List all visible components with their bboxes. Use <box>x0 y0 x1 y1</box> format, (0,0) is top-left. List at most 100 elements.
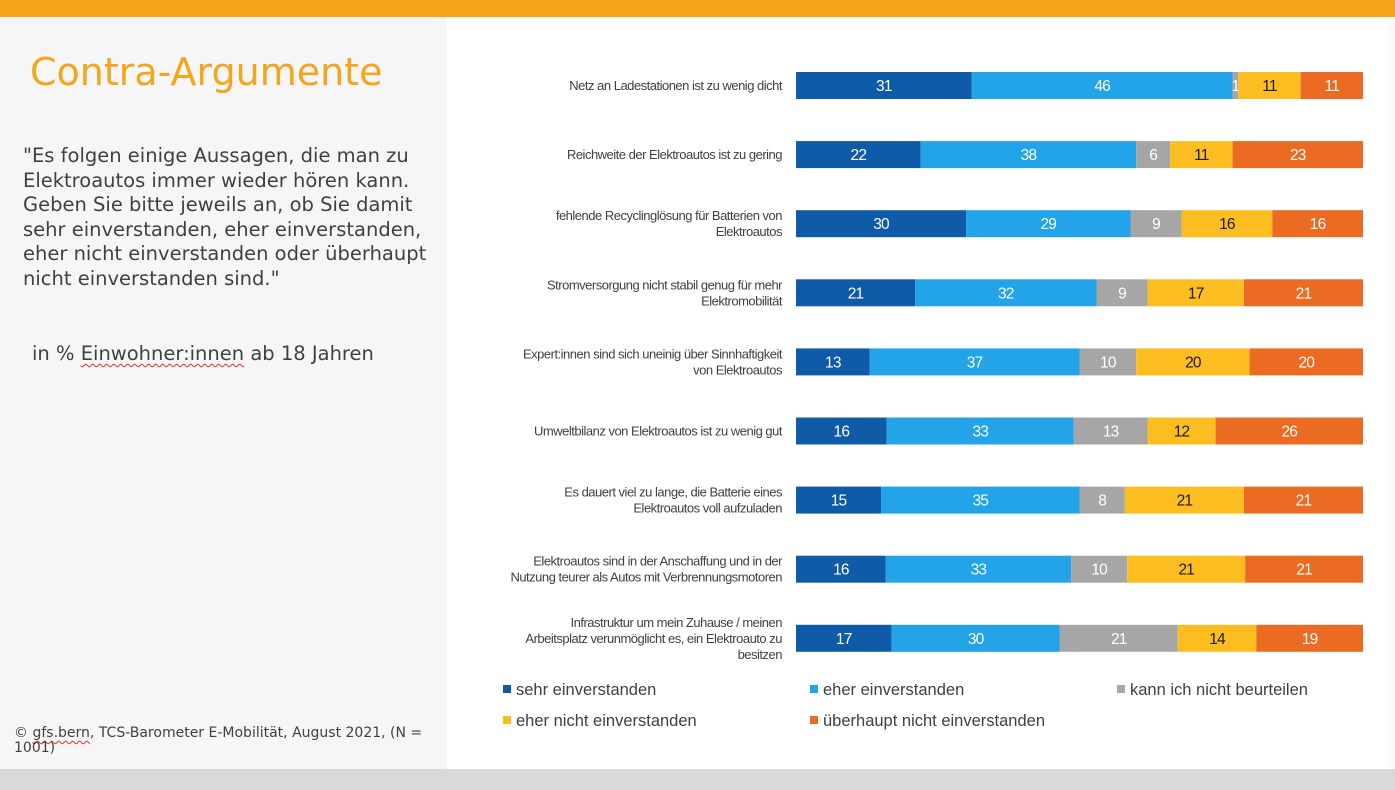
bottom-bar <box>0 769 1395 790</box>
value-label-1-kann-ich-nicht-beurteilen: 1 <box>1232 78 1240 95</box>
legend-label-kann-ich-nicht-beurteilen: kann ich nicht beurteilen <box>1130 681 1308 699</box>
bar-7-berhaupt-nicht-einverstanden <box>1243 486 1363 514</box>
category-label-7: Es dauert viel zu lange, die Batterie ei… <box>564 485 783 516</box>
bar-1-sehr-einverstanden <box>796 72 972 99</box>
legend-swatch-eher-nicht-einverstanden <box>503 716 511 724</box>
value-label-1-sehr-einverstanden: 31 <box>876 78 892 95</box>
category-label-9: Infrastruktur um mein Zuhause / meinen Ar… <box>525 615 782 662</box>
value-label-9-kann-ich-nicht-beurteilen: 21 <box>1111 631 1127 648</box>
category-label-line: besitzen <box>738 647 783 662</box>
basis-population: Einwohner:innen <box>80 342 245 365</box>
bar-2-eher-nicht-einverstanden <box>1170 141 1233 169</box>
bar-4-eher-einverstanden <box>915 279 1097 307</box>
bar-1-kann-ich-nicht-beurteilen <box>1232 72 1239 99</box>
left-text-panel <box>0 17 447 769</box>
value-label-8-eher-einverstanden: 33 <box>971 562 987 579</box>
bar-8-eher-nicht-einverstanden <box>1127 555 1246 583</box>
bar-3-eher-nicht-einverstanden <box>1181 210 1273 238</box>
bar-2-sehr-einverstanden <box>796 141 921 169</box>
legend-label-eher-nicht-einverstanden: eher nicht einverstanden <box>516 712 697 730</box>
category-label-line: Elektromobilität <box>701 293 783 308</box>
value-label-5-berhaupt-nicht-einverstanden: 20 <box>1298 354 1315 371</box>
category-label-line: fehlende Recyclinglösung für Batterien v… <box>556 208 782 223</box>
bar-1-eher-einverstanden <box>971 72 1233 99</box>
value-label-5-kann-ich-nicht-beurteilen: 10 <box>1100 354 1117 371</box>
value-label-2-eher-einverstanden: 38 <box>1021 147 1037 164</box>
bar-1-eher-nicht-einverstanden <box>1238 72 1301 99</box>
value-label-8-berhaupt-nicht-einverstanden: 21 <box>1296 562 1312 579</box>
value-label-6-berhaupt-nicht-einverstanden: 26 <box>1281 424 1297 441</box>
value-label-9-sehr-einverstanden: 17 <box>836 631 852 648</box>
legend-label-eher-einverstanden: eher einverstanden <box>823 681 964 699</box>
value-label-2-sehr-einverstanden: 22 <box>851 147 867 164</box>
bar-9-eher-nicht-einverstanden <box>1177 624 1257 652</box>
value-label-7-sehr-einverstanden: 15 <box>831 493 847 510</box>
bar-8-eher-einverstanden <box>885 555 1072 583</box>
category-label-line: Umweltbilanz von Elektroautos ist zu wen… <box>534 424 783 439</box>
bar-8-sehr-einverstanden <box>796 555 886 583</box>
bar-6-eher-einverstanden <box>886 417 1074 445</box>
bar-4-sehr-einverstanden <box>796 279 916 307</box>
value-label-4-berhaupt-nicht-einverstanden: 21 <box>1296 285 1312 302</box>
value-label-6-eher-nicht-einverstanden: 12 <box>1174 424 1190 441</box>
value-label-3-berhaupt-nicht-einverstanden: 16 <box>1310 216 1326 233</box>
bar-5-eher-nicht-einverstanden <box>1136 348 1250 376</box>
value-label-6-sehr-einverstanden: 16 <box>834 424 850 441</box>
category-label-line: Es dauert viel zu lange, die Batterie ei… <box>564 485 783 500</box>
bar-7-eher-einverstanden <box>881 486 1080 514</box>
bar-2-kann-ich-nicht-beurteilen <box>1136 141 1171 169</box>
bar-5-eher-einverstanden <box>869 348 1080 376</box>
value-label-3-sehr-einverstanden: 30 <box>873 216 890 233</box>
value-label-5-eher-nicht-einverstanden: 20 <box>1185 354 1202 371</box>
legend-label-berhaupt-nicht-einverstanden: überhaupt nicht einverstanden <box>823 712 1045 730</box>
value-label-4-kann-ich-nicht-beurteilen: 9 <box>1118 285 1126 302</box>
legend-swatch-eher-einverstanden <box>810 685 818 693</box>
bar-3-sehr-einverstanden <box>796 210 967 238</box>
bar-4-eher-nicht-einverstanden <box>1147 279 1244 307</box>
value-label-1-eher-nicht-einverstanden: 11 <box>1262 78 1277 95</box>
question-text: "Es folgen einige Aussagen, die man zu E… <box>23 144 427 290</box>
bar-2-eher-einverstanden <box>920 141 1137 169</box>
category-label-3: fehlende Recyclinglösung für Batterien v… <box>556 208 783 239</box>
value-label-3-eher-einverstanden: 29 <box>1040 216 1056 233</box>
category-label-line: Reichweite der Elektroautos ist zu gerin… <box>567 147 782 162</box>
bar-8-kann-ich-nicht-beurteilen <box>1071 555 1128 583</box>
value-label-4-eher-nicht-einverstanden: 17 <box>1188 285 1204 302</box>
value-label-7-eher-einverstanden: 35 <box>972 493 988 510</box>
bar-3-berhaupt-nicht-einverstanden <box>1272 210 1363 238</box>
category-label-4: Stromversorgung nicht stabil genug für m… <box>547 277 783 308</box>
chart-legend: sehr einverstanden eher einverstanden kann… <box>503 681 1308 730</box>
value-label-5-sehr-einverstanden: 13 <box>825 354 841 371</box>
basis-prefix: in % <box>32 342 81 365</box>
bar-9-eher-einverstanden <box>891 624 1060 652</box>
legend-swatch-berhaupt-nicht-einverstanden <box>810 716 818 724</box>
category-label-line: Elektroautos voll aufzuladen <box>633 501 782 516</box>
right-edge-strip <box>1385 17 1395 769</box>
bar-6-kann-ich-nicht-beurteilen <box>1073 417 1148 445</box>
value-label-4-eher-einverstanden: 32 <box>998 285 1014 302</box>
source-note: © gfs.bern, TCS-Barometer E-Mobilität, A… <box>14 726 434 756</box>
bar-5-kann-ich-nicht-beurteilen <box>1079 348 1137 376</box>
top-accent-bar <box>0 0 1395 17</box>
category-label-2: Reichweite der Elektroautos ist zu gerin… <box>567 147 782 162</box>
category-label-line: Infrastruktur um mein Zuhause / meinen <box>571 615 783 630</box>
category-label-line: Nutzung teurer als Autos mit Verbrennung… <box>510 570 782 585</box>
bar-3-kann-ich-nicht-beurteilen <box>1130 210 1182 238</box>
legend-label-sehr-einverstanden: sehr einverstanden <box>516 681 656 699</box>
category-labels: Netz an Ladestationen ist zu wenig dicht… <box>510 78 783 662</box>
legend-swatch-kann-ich-nicht-beurteilen <box>1117 685 1125 693</box>
value-label-3-kann-ich-nicht-beurteilen: 9 <box>1152 216 1160 233</box>
value-label-3-eher-nicht-einverstanden: 16 <box>1219 216 1235 233</box>
bar-8-berhaupt-nicht-einverstanden <box>1245 555 1363 583</box>
value-label-1-berhaupt-nicht-einverstanden: 11 <box>1325 78 1340 95</box>
source-rest: , TCS-Barometer E-Mobilität, August 2021… <box>14 725 423 756</box>
bar-6-eher-nicht-einverstanden <box>1147 417 1216 445</box>
value-label-9-eher-nicht-einverstanden: 14 <box>1209 631 1226 648</box>
basis-suffix: ab 18 Jahren <box>244 342 374 365</box>
value-label-8-sehr-einverstanden: 16 <box>833 562 849 579</box>
category-label-8: Elektroautos sind in der Anschaffung und… <box>510 554 783 585</box>
bar-7-sehr-einverstanden <box>796 486 882 514</box>
value-label-6-eher-einverstanden: 33 <box>972 424 988 441</box>
